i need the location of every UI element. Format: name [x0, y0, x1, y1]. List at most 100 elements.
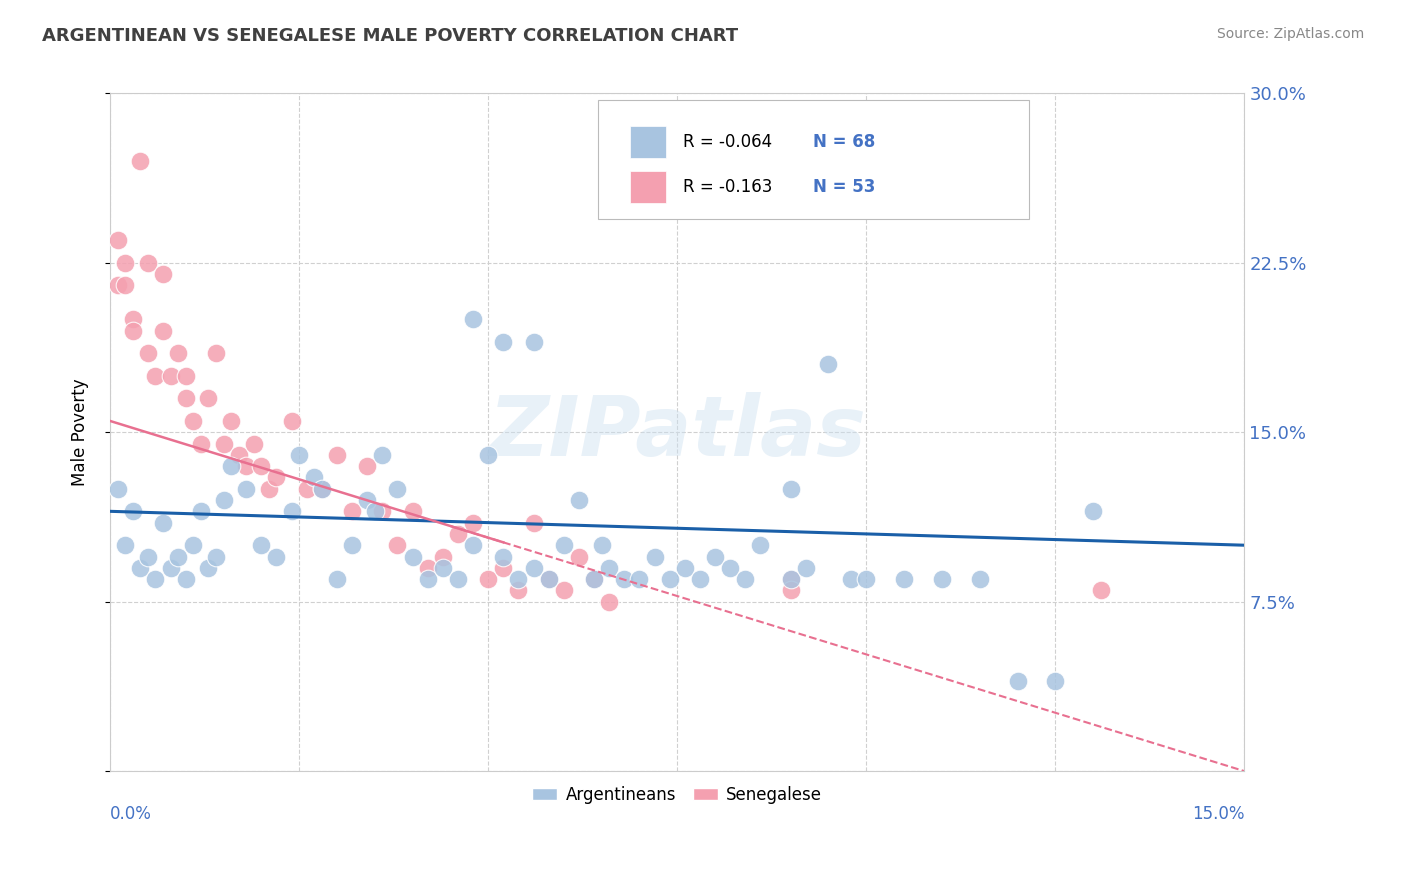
Point — [477, 448, 499, 462]
FancyBboxPatch shape — [630, 126, 666, 159]
Point — [129, 154, 152, 169]
Point — [644, 549, 666, 564]
Point — [197, 392, 219, 406]
Point — [304, 470, 326, 484]
Text: R = -0.163: R = -0.163 — [683, 178, 772, 196]
Point — [794, 561, 817, 575]
Point — [537, 572, 560, 586]
Point — [749, 538, 772, 552]
Point — [167, 549, 190, 564]
Point — [145, 572, 167, 586]
Point — [159, 561, 181, 575]
Point — [197, 561, 219, 575]
Point — [432, 549, 454, 564]
Point — [1090, 583, 1112, 598]
Point — [326, 572, 349, 586]
Point — [387, 538, 409, 552]
Text: N = 53: N = 53 — [813, 178, 876, 196]
Point — [145, 368, 167, 383]
Point — [340, 504, 363, 518]
Point — [167, 346, 190, 360]
Point — [174, 392, 197, 406]
Point — [477, 572, 499, 586]
Point — [205, 346, 228, 360]
FancyBboxPatch shape — [598, 100, 1029, 219]
Point — [492, 334, 515, 349]
Point — [779, 482, 801, 496]
Point — [152, 324, 174, 338]
Text: 0.0%: 0.0% — [110, 805, 152, 823]
Text: N = 68: N = 68 — [813, 133, 876, 151]
Point — [242, 436, 264, 450]
Point — [205, 549, 228, 564]
Point — [190, 504, 212, 518]
Point — [387, 482, 409, 496]
Point — [432, 561, 454, 575]
Point — [591, 538, 613, 552]
Point — [931, 572, 953, 586]
Text: ZIPatlas: ZIPatlas — [488, 392, 866, 473]
Point — [583, 572, 606, 586]
Point — [257, 482, 280, 496]
Point — [136, 549, 159, 564]
Point — [704, 549, 727, 564]
Point — [401, 549, 423, 564]
Point — [121, 324, 143, 338]
Point — [228, 448, 250, 462]
Point — [107, 233, 129, 247]
Point — [326, 448, 349, 462]
Point — [508, 583, 530, 598]
Point — [174, 572, 197, 586]
Point — [295, 482, 318, 496]
Point — [416, 572, 439, 586]
Point — [734, 572, 756, 586]
Point — [568, 549, 591, 564]
Point — [280, 414, 302, 428]
Text: Source: ZipAtlas.com: Source: ZipAtlas.com — [1216, 27, 1364, 41]
Point — [839, 572, 862, 586]
Point — [114, 538, 136, 552]
Point — [152, 516, 174, 530]
Point — [219, 414, 242, 428]
Point — [121, 504, 143, 518]
Point — [673, 561, 696, 575]
Point — [893, 572, 915, 586]
Point — [568, 493, 591, 508]
Point — [356, 493, 378, 508]
Point — [235, 482, 257, 496]
Point — [266, 549, 288, 564]
Point — [340, 538, 363, 552]
Point — [152, 267, 174, 281]
Point — [508, 572, 530, 586]
Point — [461, 516, 484, 530]
Legend: Argentineans, Senegalese: Argentineans, Senegalese — [526, 779, 828, 810]
Point — [181, 414, 204, 428]
Point — [107, 482, 129, 496]
Point — [553, 583, 575, 598]
Point — [364, 504, 387, 518]
Point — [689, 572, 711, 586]
Point — [553, 538, 575, 552]
Point — [522, 561, 544, 575]
Text: R = -0.064: R = -0.064 — [683, 133, 772, 151]
Point — [1045, 673, 1067, 688]
Point — [356, 459, 378, 474]
Point — [212, 436, 235, 450]
Point — [779, 572, 801, 586]
Point — [311, 482, 333, 496]
Point — [461, 312, 484, 326]
Point — [416, 561, 439, 575]
Point — [658, 572, 681, 586]
Point — [522, 516, 544, 530]
Point — [174, 368, 197, 383]
Point — [598, 561, 620, 575]
Point — [492, 549, 515, 564]
Point — [219, 459, 242, 474]
Point — [250, 538, 273, 552]
Point — [107, 278, 129, 293]
Point — [136, 256, 159, 270]
Point — [121, 312, 143, 326]
Point — [628, 572, 651, 586]
Point — [280, 504, 302, 518]
Point — [371, 448, 394, 462]
